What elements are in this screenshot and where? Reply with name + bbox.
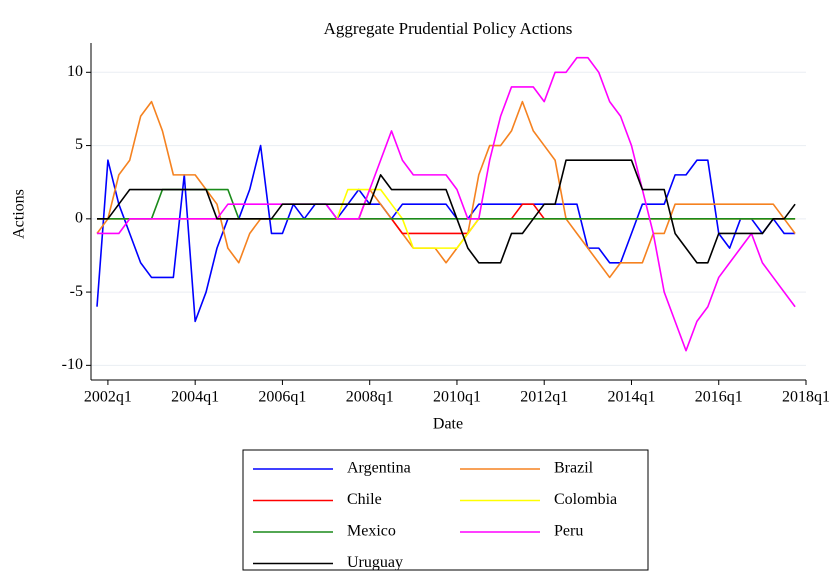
- y-tick-label: -10: [62, 356, 83, 373]
- y-tick-label: 5: [75, 136, 83, 153]
- x-tick-label: 2012q1: [520, 389, 568, 406]
- x-tick-label: 2004q1: [171, 389, 219, 406]
- y-tick-label: 10: [67, 63, 83, 80]
- x-tick-label: 2014q1: [607, 389, 655, 406]
- series-line: [97, 159, 796, 264]
- y-tick-label: -5: [70, 283, 83, 300]
- series-line: [96, 100, 796, 279]
- legend-label: Chile: [347, 491, 382, 508]
- x-tick-label: 2008q1: [346, 389, 394, 406]
- x-axis-label: Date: [433, 416, 463, 433]
- legend-label: Mexico: [347, 523, 396, 540]
- y-axis-label: Actions: [11, 189, 28, 239]
- legend-label: Brazil: [554, 460, 594, 477]
- x-tick-label: 2018q1: [782, 389, 830, 406]
- series-line: [97, 188, 796, 220]
- chart-title: Aggregate Prudential Policy Actions: [324, 19, 573, 38]
- x-tick-label: 2002q1: [84, 389, 132, 406]
- legend-label: Colombia: [554, 491, 617, 508]
- legend-label: Peru: [554, 523, 583, 540]
- series-line: [96, 144, 796, 323]
- x-tick-label: 2010q1: [433, 389, 481, 406]
- y-tick-label: 0: [75, 209, 83, 226]
- x-tick-label: 2006q1: [258, 389, 306, 406]
- legend-label: Argentina: [347, 460, 411, 477]
- legend-box: [242, 449, 649, 571]
- series-line: [97, 56, 796, 352]
- legend-label: Uruguay: [347, 554, 403, 571]
- x-tick-label: 2016q1: [695, 389, 743, 406]
